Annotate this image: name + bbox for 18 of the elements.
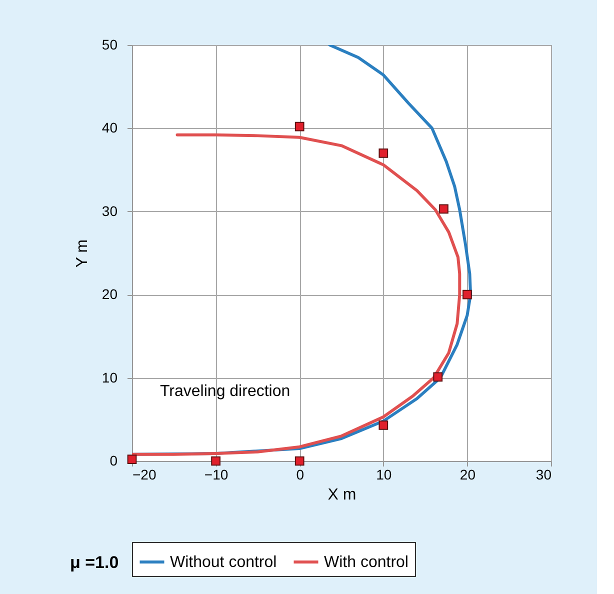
x-tick-label: 20 (460, 466, 476, 482)
x-tick-label: 10 (376, 466, 392, 482)
y-tick-label: 50 (102, 36, 118, 52)
x-tick-label: 0 (296, 466, 304, 482)
y-tick-label: 10 (102, 369, 118, 386)
x-tick-label: −10 (204, 466, 228, 482)
annotation: Traveling direction (160, 383, 290, 400)
x-axis-title: X m (328, 486, 356, 504)
y-tick-label: 20 (102, 286, 118, 302)
x-tick-label: 30 (536, 466, 552, 482)
y-tick-label: 40 (102, 120, 118, 136)
text: μ =1.0 (70, 553, 119, 572)
legend-label: With control (324, 554, 408, 571)
y-tick-label: 30 (102, 202, 118, 219)
y-tick-label: 0 (110, 452, 118, 468)
legend-label: Without control (170, 554, 277, 571)
x-tick-label: −20 (132, 466, 156, 482)
y-axis-title: Y m (74, 239, 91, 268)
